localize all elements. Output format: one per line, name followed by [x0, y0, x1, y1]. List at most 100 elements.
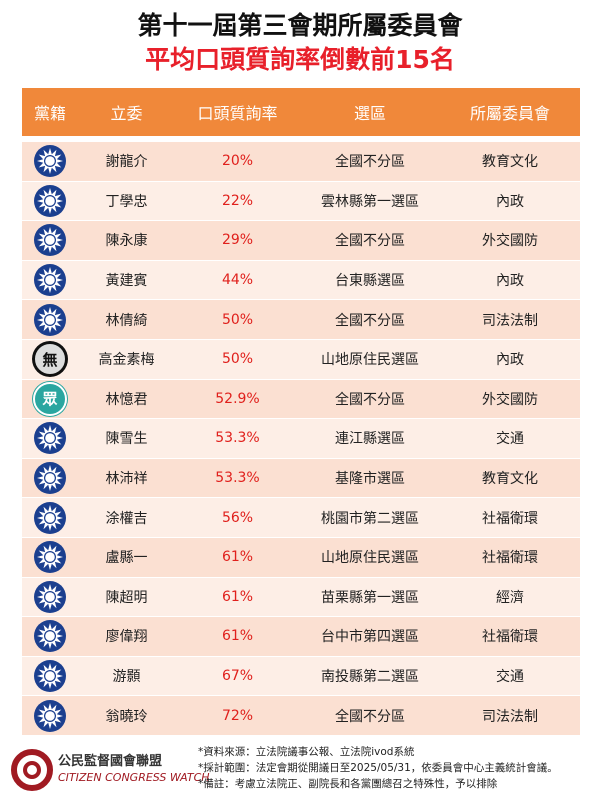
party-cell: [22, 223, 78, 257]
district: 台中市第四選區: [321, 629, 419, 646]
party-cell: [22, 144, 78, 178]
party-cell: [22, 421, 78, 455]
party-icon: [34, 224, 66, 257]
committee: 教育文化: [482, 154, 538, 171]
rate: 61%: [221, 628, 254, 645]
title: 第十一屆第三會期所屬委員會: [137, 11, 463, 40]
district: 苗栗縣第一選區: [321, 589, 419, 606]
committee: 教育文化: [482, 471, 538, 488]
table-row: 廖偉翔 61% 台中市第四選區 社福衛環: [22, 617, 580, 656]
party-icon: [34, 580, 66, 613]
committee: 外交國防: [482, 391, 538, 408]
party-cell: [22, 619, 78, 653]
table-row: 涂權吉 56% 桃園市第二選區 社福衛環: [22, 498, 580, 537]
party-icon: [34, 303, 66, 336]
committee: 社福衛環: [482, 510, 538, 527]
district: 全國不分區: [335, 391, 405, 408]
party-icon: [34, 184, 66, 217]
rate: 61%: [221, 549, 254, 566]
committee: 交通: [496, 669, 524, 686]
rate: 52.9%: [215, 390, 260, 407]
committee: 外交國防: [482, 233, 538, 250]
party-icon: [34, 422, 66, 455]
district: 山地原住民選區: [321, 550, 419, 567]
column-header: 黨籍: [33, 104, 66, 123]
rate: 22%: [221, 192, 254, 209]
header-row: 黨籍 立委 口頭質詢率 選區 所屬委員會: [22, 88, 580, 136]
legislator: 陳超明: [105, 589, 148, 606]
legislator: 謝龍介: [105, 154, 148, 171]
party-icon: [34, 264, 66, 297]
party-cell: [22, 303, 78, 337]
rate: 56%: [221, 509, 254, 526]
table-row: 黃建賓 44% 台東縣選區 內政: [22, 260, 580, 300]
party-cell: [22, 699, 78, 733]
legislator: 陳永康: [105, 233, 148, 250]
rate: 50%: [221, 351, 254, 368]
table-row: 謝龍介 20% 全國不分區 教育文化: [22, 142, 580, 181]
district: 全國不分區: [335, 154, 405, 171]
legislator: 盧縣一: [105, 550, 148, 567]
rate: 50%: [221, 311, 254, 328]
district: 南投縣第二選區: [321, 669, 419, 686]
party-icon: [34, 660, 66, 693]
party-cell: [22, 540, 78, 574]
committee: 交通: [496, 431, 524, 448]
table-row: 游顥 67% 南投縣第二選區 交通: [22, 656, 580, 696]
party-icon: 眾: [33, 381, 67, 416]
table: 黨籍 立委 口頭質詢率 選區 所屬委員會 謝龍介 20% 全國不分區 教育文化 丁學忠 22% 雲林縣…: [22, 88, 580, 736]
table-row: 陳雪生 53.3% 連江縣選區 交通: [22, 419, 580, 458]
table-row: 林倩綺 50% 全國不分區 司法法制: [22, 300, 580, 339]
org-name-en: CITIZEN CONGRESS WATCH: [58, 771, 210, 784]
party-icon: [34, 501, 66, 534]
committee: 內政: [496, 273, 524, 290]
party-cell: [22, 659, 78, 693]
party-cell: 眾: [22, 381, 78, 416]
column-header: 所屬委員會: [469, 104, 550, 123]
legislator: 陳雪生: [105, 431, 148, 448]
district: 台東縣選區: [335, 273, 405, 290]
table-row: 丁學忠 22% 雲林縣第一選區 內政: [22, 181, 580, 221]
committee: 司法法制: [482, 312, 538, 329]
party-icon: [34, 462, 66, 495]
rate: 67%: [221, 668, 254, 685]
column-header: 選區: [353, 104, 386, 123]
column-header: 立委: [110, 104, 143, 123]
party-icon: [34, 541, 66, 574]
committee: 社福衛環: [482, 550, 538, 567]
rate: 61%: [221, 588, 254, 605]
subtitle: 平均口頭質詢率倒數前15名: [145, 45, 455, 74]
district: 桃園市第二選區: [321, 510, 419, 527]
rate: 20%: [221, 153, 254, 170]
note: *備註：考慮立法院正、副院長和各黨團總召之特殊性，予以排除: [198, 778, 498, 790]
org-name: 公民監督國會聯盟: [58, 754, 163, 769]
district: 全國不分區: [335, 233, 405, 250]
rate: 29%: [221, 232, 254, 249]
legislator: 高金素梅: [98, 352, 155, 369]
rate: 44%: [221, 272, 254, 289]
note: *資料來源：立法院議事公報、立法院ivod系統: [198, 746, 415, 758]
district: 全國不分區: [335, 708, 405, 725]
party-cell: [22, 263, 78, 297]
committee: 社福衛環: [482, 629, 538, 646]
district: 雲林縣第一選區: [321, 193, 419, 210]
notes: *資料來源：立法院議事公報、立法院ivod系統 *採計範圍：法定會期從開議日至20…: [198, 744, 558, 792]
legislator: 翁曉玲: [105, 708, 148, 725]
party-cell: [22, 461, 78, 495]
note: *採計範圍：法定會期從開議日至2025/05/31，依委員會中心主義統計會議。: [198, 762, 558, 774]
legislator: 林沛祥: [105, 471, 148, 488]
party-icon: [34, 145, 66, 178]
legislator: 黃建賓: [105, 273, 148, 290]
committee: 內政: [496, 193, 524, 210]
column-header: 口頭質詢率: [197, 104, 278, 123]
district: 連江縣選區: [335, 431, 405, 448]
legislator: 游顥: [112, 669, 141, 686]
party-icon: [34, 620, 66, 653]
party-cell: [22, 501, 78, 535]
table-row: 陳永康 29% 全國不分區 外交國防: [22, 221, 580, 260]
legislator: 丁學忠: [105, 193, 148, 210]
logo: [11, 749, 53, 791]
rate: 72%: [221, 707, 254, 724]
committee: 經濟: [496, 589, 524, 606]
